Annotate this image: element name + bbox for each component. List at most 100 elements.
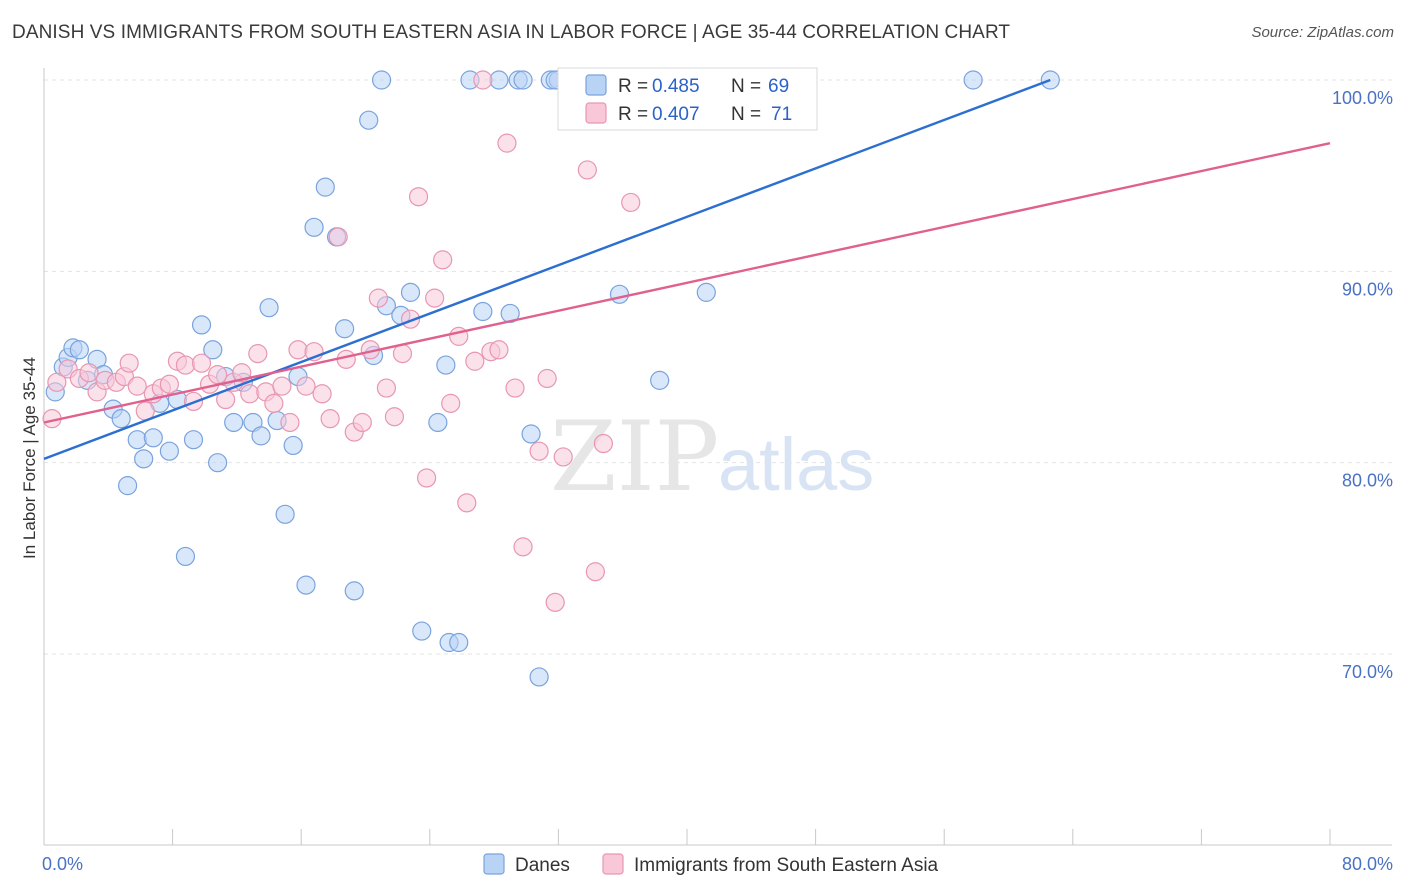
data-point-immigrants xyxy=(457,493,477,513)
chart-title: DANISH VS IMMIGRANTS FROM SOUTH EASTERN … xyxy=(12,22,1011,43)
data-point-danes xyxy=(134,449,154,469)
data-point-danes xyxy=(69,340,89,360)
data-point-immigrants xyxy=(119,353,139,373)
data-point-danes xyxy=(315,177,335,197)
data-point-immigrants xyxy=(159,374,179,394)
y-tick-label: 100.0% xyxy=(1332,88,1393,108)
data-point-danes xyxy=(304,217,324,237)
data-point-danes xyxy=(117,476,138,496)
data-point-immigrants xyxy=(368,288,388,308)
data-point-danes xyxy=(521,424,541,444)
data-point-immigrants xyxy=(465,351,485,371)
data-point-immigrants xyxy=(280,412,300,433)
y-tick-label: 80.0% xyxy=(1342,471,1393,491)
data-point-danes xyxy=(371,70,392,90)
data-point-immigrants xyxy=(497,133,517,153)
legend-n-label: N = xyxy=(731,76,761,97)
data-point-immigrants xyxy=(408,187,429,207)
x-tick-label: 80.0% xyxy=(1342,854,1393,874)
data-point-danes xyxy=(335,319,355,339)
data-point-danes xyxy=(159,441,179,461)
trend-line-danes xyxy=(43,78,1051,460)
data-point-immigrants xyxy=(272,376,292,396)
data-point-danes xyxy=(963,70,983,90)
series-legend: Danes Immigrants from South Eastern Asia xyxy=(483,853,939,876)
data-point-immigrants xyxy=(593,433,614,454)
data-point-immigrants xyxy=(312,384,332,404)
watermark-zip: ZIP xyxy=(550,401,719,513)
data-point-immigrants xyxy=(296,376,316,396)
data-point-danes xyxy=(296,575,316,595)
y-tick-label: 90.0% xyxy=(1342,279,1393,299)
trend-line-immigrants xyxy=(43,141,1331,424)
data-point-danes xyxy=(489,70,509,90)
legend-swatch-danes xyxy=(585,74,607,96)
data-point-danes xyxy=(183,430,204,450)
data-point-danes xyxy=(400,282,421,302)
series-legend-swatch-immigrants xyxy=(602,853,624,875)
source-credit: Source: ZipAtlas.com xyxy=(1251,24,1394,41)
data-point-immigrants xyxy=(553,447,573,467)
data-point-immigrants xyxy=(537,368,557,389)
data-point-immigrants xyxy=(545,592,565,612)
series-legend-label-danes: Danes xyxy=(515,855,570,876)
data-point-immigrants xyxy=(79,363,99,383)
data-point-immigrants xyxy=(264,393,284,413)
data-point-immigrants xyxy=(621,192,641,213)
y-tick-labels: 70.0% 80.0% 90.0% 100.0% xyxy=(1332,88,1393,682)
data-point-immigrants xyxy=(352,412,372,433)
legend-r-value-danes: 0.485 xyxy=(652,76,700,97)
data-point-danes xyxy=(609,284,630,304)
data-point-danes xyxy=(283,435,303,456)
data-point-immigrants xyxy=(473,70,493,90)
y-tick-label: 70.0% xyxy=(1342,662,1393,682)
x-tick-labels: 0.0% 80.0% xyxy=(42,854,1393,874)
data-point-immigrants xyxy=(47,372,67,392)
data-point-immigrants xyxy=(208,365,228,385)
data-point-danes xyxy=(344,581,364,601)
legend-swatch-immigrants xyxy=(585,102,607,124)
data-point-immigrants xyxy=(384,407,405,427)
data-point-immigrants xyxy=(585,562,605,582)
data-point-immigrants xyxy=(441,393,461,413)
data-point-immigrants xyxy=(127,376,147,396)
data-point-danes xyxy=(529,667,549,687)
data-point-immigrants xyxy=(425,288,445,308)
data-point-danes xyxy=(191,315,212,335)
legend-n-label: N = xyxy=(731,104,761,125)
data-point-danes xyxy=(203,340,223,360)
axes xyxy=(43,68,1392,846)
legend-r-value-immigrants: 0.407 xyxy=(652,104,700,125)
data-point-immigrants xyxy=(577,160,597,180)
legend-r-label: R = xyxy=(618,104,648,125)
data-point-danes xyxy=(275,504,295,524)
legend-r-label: R = xyxy=(618,76,648,97)
data-point-immigrants xyxy=(320,409,340,429)
data-point-danes xyxy=(251,426,271,446)
data-point-danes xyxy=(473,301,493,322)
data-point-immigrants xyxy=(376,378,396,398)
y-axis-label: In Labor Force | Age 35-44 xyxy=(20,357,39,559)
watermark-atlas: atlas xyxy=(718,423,874,506)
data-point-danes xyxy=(127,430,147,450)
data-point-danes xyxy=(449,632,469,653)
data-point-danes xyxy=(208,453,228,473)
data-point-immigrants xyxy=(513,537,533,557)
series-legend-swatch-danes xyxy=(483,853,505,875)
data-point-danes xyxy=(111,409,131,429)
data-point-immigrants xyxy=(248,344,268,364)
data-point-danes xyxy=(696,282,716,302)
data-point-danes xyxy=(143,428,163,448)
data-point-danes xyxy=(436,355,456,375)
data-points xyxy=(42,70,1060,687)
data-point-immigrants xyxy=(505,378,525,398)
legend-n-value-danes: 69 xyxy=(768,76,789,97)
data-point-danes xyxy=(412,621,432,641)
x-tick-label: 0.0% xyxy=(42,854,83,874)
data-point-danes xyxy=(428,412,448,433)
data-point-danes xyxy=(513,70,533,90)
data-point-immigrants xyxy=(433,250,453,270)
data-point-immigrants xyxy=(288,340,308,360)
data-point-danes xyxy=(224,412,244,433)
